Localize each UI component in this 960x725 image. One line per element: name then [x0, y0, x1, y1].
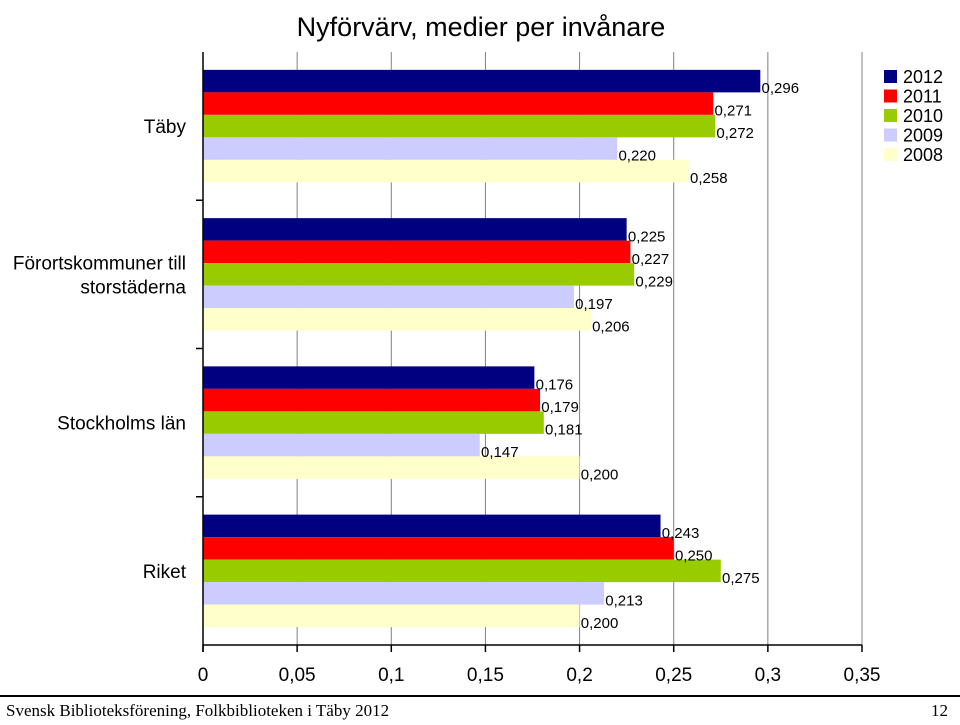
bar — [203, 92, 714, 115]
bar — [203, 366, 535, 389]
bar — [203, 263, 635, 286]
x-tick-label: 0,15 — [467, 665, 504, 686]
data-label: 0,176 — [536, 377, 574, 394]
data-label: 0,220 — [618, 148, 656, 165]
bar — [203, 433, 480, 457]
data-label: 0,250 — [675, 547, 713, 564]
page-number: 12 — [931, 701, 948, 720]
legend-swatch — [884, 70, 897, 83]
data-label: 0,227 — [632, 251, 670, 268]
bar — [203, 159, 689, 183]
bar — [203, 559, 721, 583]
data-label: 0,272 — [716, 125, 754, 142]
x-tick-label: 0,3 — [755, 665, 781, 686]
bar — [203, 114, 716, 138]
bar — [203, 240, 631, 264]
x-tick-label: 0,05 — [279, 665, 316, 686]
data-label: 0,258 — [690, 170, 728, 187]
footer-source: Svensk Biblioteksförening, Folkbibliotek… — [6, 701, 390, 720]
bar — [203, 411, 544, 434]
data-label: 0,206 — [592, 318, 630, 335]
x-tick-label: 0 — [198, 665, 209, 686]
bar — [203, 514, 661, 538]
legend-label: 2008 — [903, 145, 943, 165]
bar — [203, 388, 541, 412]
data-label: 0,179 — [541, 399, 579, 416]
x-tick-label: 0,25 — [655, 665, 692, 686]
bar — [203, 604, 580, 628]
axes: Täby Förortskommuner till storstäderna Stoc… — [13, 52, 881, 686]
x-tick-label: 0,35 — [844, 665, 881, 686]
bar — [203, 308, 591, 331]
data-labels: 0,296 0,271 0,272 0,220 0,258 0,225 0,227 0,229… — [481, 80, 799, 632]
bar-chart: 0,296 0,271 0,272 0,220 0,258 0,225 0,227 0,229… — [13, 52, 943, 686]
data-label: 0,197 — [575, 296, 613, 313]
data-label: 0,147 — [481, 444, 519, 461]
x-tick-label: 0,1 — [378, 665, 404, 686]
bar — [203, 218, 627, 241]
data-label: 0,200 — [581, 467, 619, 484]
data-label: 0,243 — [662, 525, 700, 542]
legend-label: 2012 — [903, 67, 943, 87]
bar — [203, 137, 618, 160]
data-label: 0,225 — [628, 228, 666, 245]
category-label: Riket — [143, 562, 187, 583]
footer: Svensk Biblioteksförening, Folkbibliotek… — [0, 695, 960, 725]
legend-label: 2009 — [903, 126, 943, 146]
data-label: 0,275 — [722, 570, 760, 587]
x-tick-label: 0,2 — [566, 665, 592, 686]
category-label: Förortskommuner till — [13, 253, 186, 274]
data-label: 0,271 — [714, 103, 752, 120]
legend-swatch — [884, 128, 897, 142]
legend-swatch — [884, 109, 897, 122]
category-label: Täby — [144, 117, 187, 138]
legend-label: 2011 — [903, 87, 942, 107]
data-label: 0,296 — [762, 80, 800, 97]
data-label: 0,181 — [545, 422, 583, 439]
bar — [203, 537, 674, 560]
bar — [203, 69, 761, 93]
data-label: 0,200 — [581, 615, 619, 632]
bars — [203, 69, 761, 628]
category-label: Stockholms län — [57, 414, 186, 435]
data-label: 0,213 — [605, 592, 643, 609]
bar — [203, 285, 574, 309]
legend-swatch — [884, 148, 897, 161]
data-label: 0,229 — [635, 273, 673, 290]
legend-label: 2010 — [903, 106, 943, 126]
category-label: storstäderna — [80, 277, 186, 298]
bar — [203, 582, 605, 605]
legend-swatch — [884, 89, 897, 103]
chart-title: Nyförvärv, medier per invånare — [296, 12, 666, 42]
bar — [203, 456, 580, 479]
